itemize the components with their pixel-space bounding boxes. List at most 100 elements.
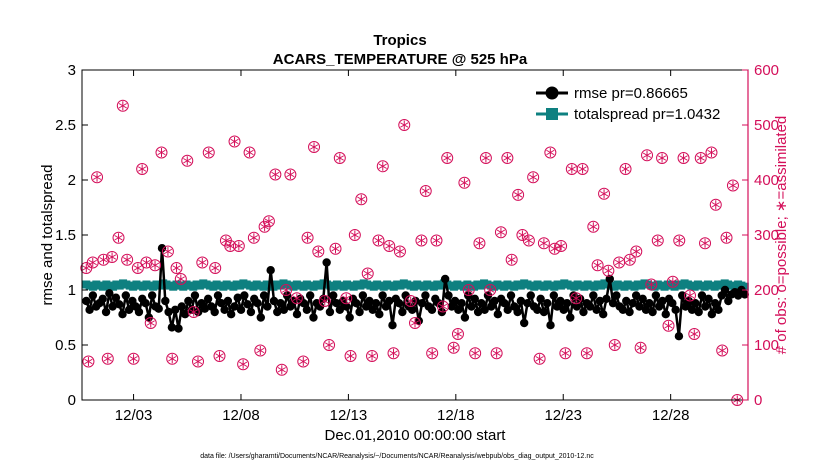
obs-assimilated-marker	[176, 276, 185, 282]
obs-assimilated-marker	[150, 262, 160, 268]
obs-assimilated-marker	[679, 155, 688, 161]
obs-possible-marker	[544, 146, 557, 159]
rmse-point	[592, 305, 601, 314]
rmse-point	[572, 302, 582, 311]
rmse-point	[85, 305, 94, 314]
rmse-point	[710, 299, 720, 308]
obs-assimilated-marker	[142, 259, 151, 266]
obs-assimilated-marker	[535, 356, 544, 362]
rmse-point	[645, 299, 654, 308]
obs-possible-marker	[404, 295, 417, 307]
obs-assimilated-marker	[271, 171, 280, 178]
legend: rmse pr=0.86665 totalspread pr=1.0432	[530, 78, 738, 128]
obs-possible-marker	[522, 234, 535, 247]
obs-possible-marker	[187, 306, 200, 318]
rmse-point	[111, 293, 121, 302]
obs-possible-marker	[372, 234, 385, 247]
obs-assimilated-marker	[378, 163, 387, 169]
y-axis-right: 0 100 200 300 400 500 600	[742, 62, 779, 409]
y2-tick-label: 400	[754, 172, 779, 189]
obs-count-point	[323, 339, 336, 351]
rmse-series	[82, 244, 749, 341]
obs-possible-marker	[673, 234, 686, 247]
obs-possible-marker	[608, 339, 621, 351]
obs-count-point	[490, 347, 503, 360]
obs-possible-marker	[112, 231, 125, 244]
obs-possible-marker	[161, 245, 174, 258]
obs-possible-marker	[662, 319, 675, 332]
obs-assimilated-marker	[604, 268, 613, 274]
rmse-point	[177, 302, 186, 311]
obs-assimilated-marker	[363, 270, 372, 277]
rmse-point	[105, 289, 114, 298]
obs-count-point	[484, 284, 497, 296]
obs-count-point	[683, 289, 696, 302]
rmse-point	[622, 296, 631, 306]
obs-possible-marker	[136, 163, 149, 175]
y2-tick-label: 300	[754, 227, 779, 244]
obs-assimilated-marker	[264, 218, 274, 224]
obs-count-point	[318, 295, 331, 307]
obs-assimilated-marker	[324, 342, 334, 348]
obs-assimilated-marker	[636, 345, 645, 351]
obs-count-point	[426, 347, 439, 360]
obs-assimilated-marker	[529, 174, 538, 180]
obs-possible-marker	[555, 240, 568, 252]
rmse-point	[305, 291, 315, 300]
obs-count-point	[243, 146, 256, 159]
obs-count-point	[473, 237, 486, 250]
obs-assimilated-marker	[168, 356, 177, 362]
obs-possible-marker	[419, 185, 432, 197]
rmse-point	[625, 307, 634, 317]
rmse-point	[398, 307, 407, 317]
rmse-point	[631, 291, 641, 300]
obs-possible-marker	[101, 352, 114, 365]
obs-assimilated-marker	[711, 202, 720, 208]
obs-count-point	[344, 350, 357, 362]
obs-assimilated-marker	[599, 191, 609, 197]
legend-spread-marker	[546, 108, 558, 120]
obs-count-point	[247, 231, 260, 244]
obs-assimilated-marker	[189, 309, 198, 315]
y-axis-label: rmse and totalspread	[39, 165, 56, 306]
obs-assimilated-marker	[614, 259, 624, 266]
obs-count-point	[608, 339, 621, 351]
obs-count-point	[613, 256, 626, 269]
rmse-point	[322, 258, 331, 267]
obs-assimilated-marker	[593, 262, 602, 268]
data-file-note: data file: /Users/gharamti/Documents/NCA…	[200, 453, 594, 460]
obs-count-point	[155, 146, 168, 159]
obs-possible-marker	[116, 99, 129, 112]
y2-tick-label: 500	[754, 117, 779, 134]
obs-assimilated-marker	[249, 235, 259, 241]
obs-count-point	[634, 341, 647, 354]
obs-count-point	[501, 152, 514, 164]
obs-possible-marker	[254, 344, 267, 357]
obs-count-point	[580, 347, 593, 360]
obs-possible-marker	[232, 240, 245, 252]
rmse-point	[292, 310, 302, 319]
obs-count-point	[447, 341, 460, 354]
obs-assimilated-marker	[460, 180, 469, 186]
obs-assimilated-marker	[481, 155, 491, 161]
obs-count-point	[297, 355, 310, 368]
rmse-point	[236, 305, 246, 314]
rmse-point	[246, 307, 256, 317]
obs-assimilated-marker	[700, 240, 710, 246]
rmse-point	[460, 313, 470, 322]
obs-possible-marker	[683, 289, 696, 302]
obs-possible-marker	[202, 146, 215, 159]
obs-assimilated-marker	[449, 345, 458, 351]
obs-assimilated-marker	[632, 248, 641, 255]
obs-count-point	[544, 146, 557, 159]
obs-assimilated-marker	[696, 155, 705, 161]
obs-assimilated-marker	[138, 166, 147, 172]
rmse-point	[332, 299, 341, 308]
obs-assimilated-marker	[657, 155, 667, 161]
rmse-point	[674, 332, 684, 341]
obs-assimilated-marker	[245, 149, 254, 156]
rmse-point	[115, 300, 124, 309]
obs-possible-marker	[537, 237, 550, 250]
obs-count-point	[224, 240, 237, 252]
obs-possible-marker	[398, 119, 411, 131]
